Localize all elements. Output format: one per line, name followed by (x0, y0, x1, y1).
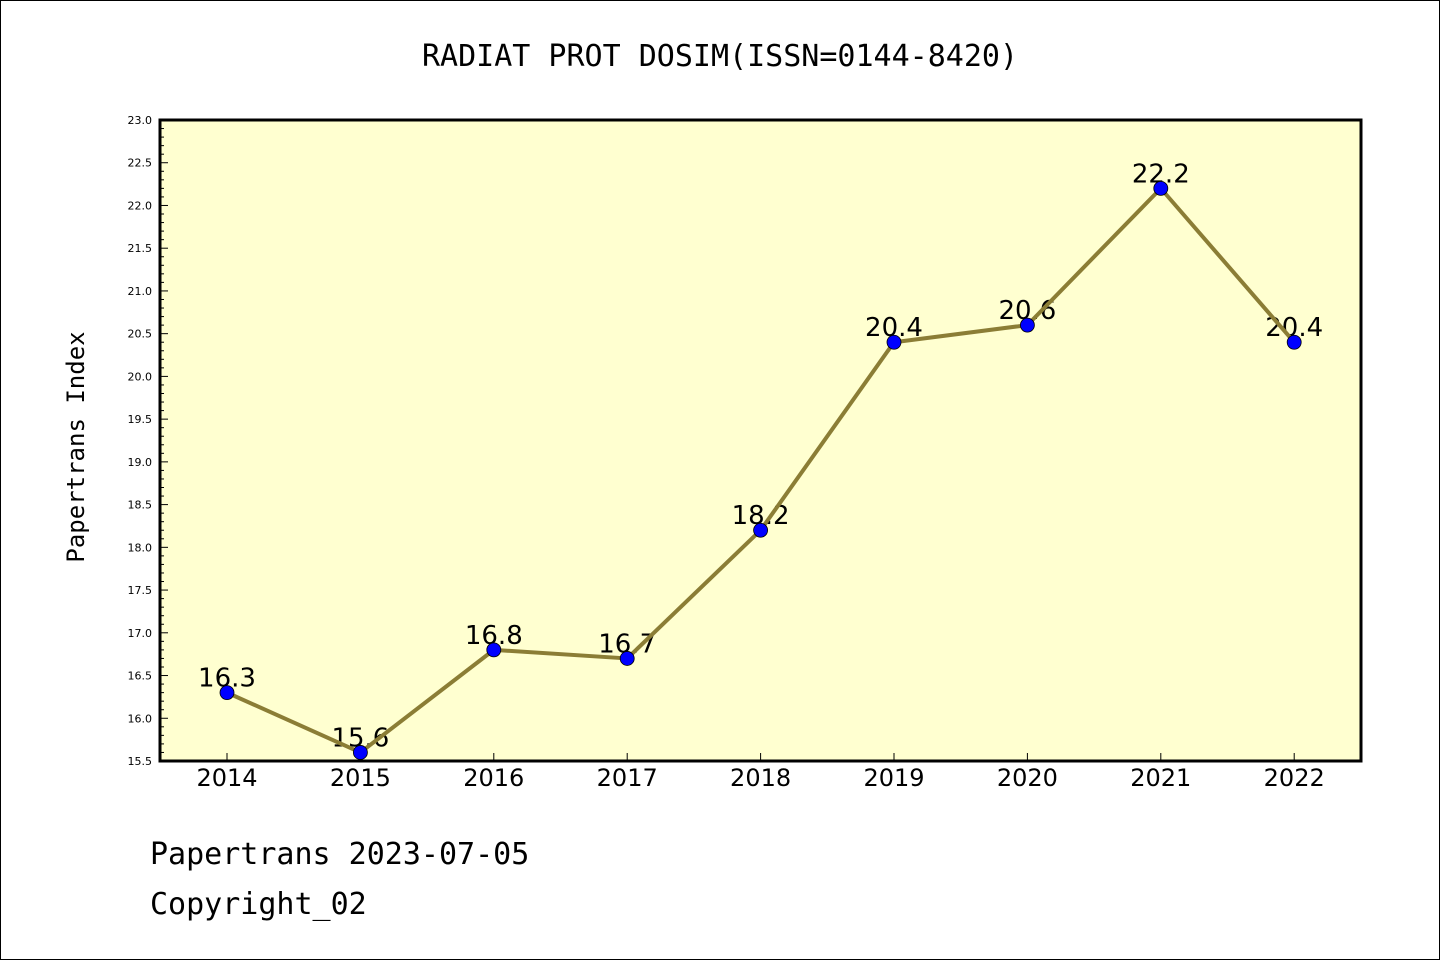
footer-date: Papertrans 2023-07-05 (150, 837, 529, 872)
data-point (1020, 317, 1035, 333)
x-tick-label: 2021 (1130, 764, 1191, 792)
data-point (1153, 180, 1169, 196)
x-tick-label: 2015 (330, 764, 391, 792)
x-tick-label: 2014 (196, 764, 257, 792)
y-tick-label: 16.0 (128, 712, 153, 725)
y-tick-label: 21.0 (128, 285, 153, 298)
y-tick-label: 19.0 (128, 456, 153, 469)
y-tick-label: 16.5 (128, 670, 153, 683)
x-tick-label: 2016 (463, 764, 524, 792)
plot-area (158, 118, 1363, 763)
y-tick-label: 15.5 (128, 755, 153, 768)
data-point (219, 685, 235, 701)
y-axis-label: Papertrans Index (62, 331, 90, 562)
y-tick-label: 20.5 (128, 328, 153, 341)
y-tick-label: 22.0 (128, 199, 153, 212)
y-tick-label: 18.0 (128, 541, 153, 554)
x-tick-label: 2020 (997, 764, 1058, 792)
data-point (1286, 334, 1302, 350)
x-axis: 2014 2015 2016 2017 2018 2019 2020 2021 2022 (196, 753, 1325, 792)
y-tick-label: 19.5 (128, 413, 153, 426)
y-tick-label: 17.5 (128, 584, 153, 597)
data-point (486, 642, 502, 658)
y-tick-label: 17.0 (128, 627, 153, 640)
footer-copyright: Copyright_02 (150, 887, 367, 922)
y-tick-label: 23.0 (128, 114, 153, 127)
chart-title: RADIAT PROT DOSIM(ISSN=0144-8420) (422, 39, 1018, 74)
y-tick-label: 21.5 (128, 242, 153, 255)
y-tick-label: 18.5 (128, 499, 153, 512)
x-tick-label: 2018 (730, 764, 791, 792)
data-point (886, 334, 902, 350)
x-tick-label: 2017 (597, 764, 658, 792)
series-line (219, 180, 1302, 760)
y-axis: 15.5 16.0 16.5 17.0 17.5 18.0 18.5 19.0 19.5 20.0… (128, 114, 168, 768)
y-tick-label: 22.5 (128, 157, 153, 170)
x-tick-label: 2019 (863, 764, 924, 792)
data-point (352, 745, 368, 760)
data-point (753, 522, 768, 538)
data-point (619, 651, 635, 666)
y-tick-label: 20.0 (128, 370, 153, 383)
x-tick-label: 2022 (1264, 764, 1325, 792)
